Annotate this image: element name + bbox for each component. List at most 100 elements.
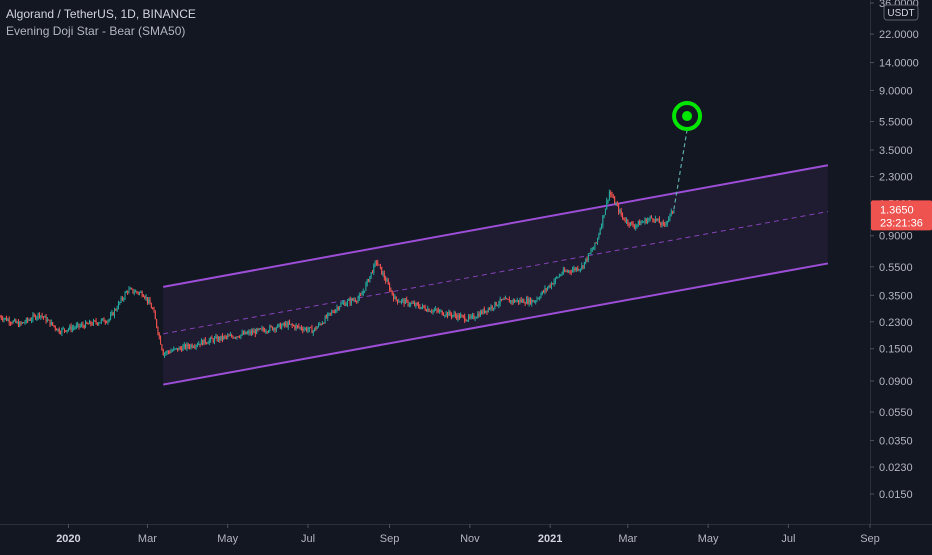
candle-body[interactable] <box>214 337 216 342</box>
candle-body[interactable] <box>316 326 318 330</box>
candle-body[interactable] <box>456 315 458 319</box>
candle-body[interactable] <box>547 287 549 290</box>
candle-body[interactable] <box>150 304 152 309</box>
candle-body[interactable] <box>73 327 75 329</box>
candle-body[interactable] <box>194 346 196 348</box>
candle-body[interactable] <box>20 322 22 324</box>
candle-body[interactable] <box>636 224 638 226</box>
candle-body[interactable] <box>439 310 441 312</box>
candle-body[interactable] <box>644 219 646 222</box>
candle-body[interactable] <box>589 253 591 255</box>
candle-body[interactable] <box>673 211 675 213</box>
candle-body[interactable] <box>377 262 379 265</box>
candle-body[interactable] <box>211 337 213 339</box>
candle-body[interactable] <box>500 298 502 300</box>
candle-body[interactable] <box>493 307 495 309</box>
candle-body[interactable] <box>354 300 356 302</box>
candle-body[interactable] <box>445 312 447 316</box>
candle-body[interactable] <box>290 324 292 326</box>
candle-body[interactable] <box>152 308 154 310</box>
candle-body[interactable] <box>33 314 35 316</box>
candle-body[interactable] <box>71 327 73 331</box>
candle-body[interactable] <box>635 225 637 228</box>
candle-body[interactable] <box>85 322 87 328</box>
candle-body[interactable] <box>102 318 104 320</box>
candle-body[interactable] <box>558 275 560 278</box>
candle-body[interactable] <box>368 279 370 282</box>
candle-body[interactable] <box>110 314 112 320</box>
candle-body[interactable] <box>491 306 493 309</box>
candle-body[interactable] <box>233 337 235 339</box>
candle-body[interactable] <box>331 311 333 313</box>
candle-body[interactable] <box>515 301 517 303</box>
candle-body[interactable] <box>337 307 339 310</box>
candle-body[interactable] <box>133 292 135 294</box>
candle-body[interactable] <box>6 317 8 321</box>
candle-body[interactable] <box>356 301 358 303</box>
candle-body[interactable] <box>604 208 606 215</box>
candle-body[interactable] <box>78 323 80 327</box>
candle-body[interactable] <box>415 303 417 306</box>
candle-body[interactable] <box>145 297 147 299</box>
candle-body[interactable] <box>335 309 337 313</box>
candle-body[interactable] <box>652 218 654 220</box>
candle-body[interactable] <box>181 348 183 351</box>
candle-body[interactable] <box>171 350 173 352</box>
candle-body[interactable] <box>35 315 37 319</box>
candle-body[interactable] <box>242 332 244 335</box>
candle-body[interactable] <box>286 323 288 327</box>
candle-body[interactable] <box>92 320 94 325</box>
candle-body[interactable] <box>16 321 18 323</box>
candle-body[interactable] <box>504 298 506 300</box>
candle-body[interactable] <box>40 315 42 317</box>
candle-body[interactable] <box>312 330 314 334</box>
candle-body[interactable] <box>253 330 255 333</box>
candle-body[interactable] <box>548 285 550 288</box>
target-dot[interactable] <box>682 111 693 122</box>
candle-body[interactable] <box>270 326 272 328</box>
candle-body[interactable] <box>271 326 273 331</box>
candle-body[interactable] <box>144 296 146 299</box>
candle-body[interactable] <box>662 222 664 224</box>
candle-body[interactable] <box>383 273 385 279</box>
candle-body[interactable] <box>506 298 508 300</box>
candle-body[interactable] <box>518 299 520 303</box>
candle-body[interactable] <box>486 310 488 312</box>
candle-body[interactable] <box>120 297 122 303</box>
candle-body[interactable] <box>135 291 137 293</box>
channel-upper-line[interactable] <box>163 164 829 288</box>
candle-body[interactable] <box>611 194 613 198</box>
candle-body[interactable] <box>170 351 172 353</box>
candle-body[interactable] <box>562 269 564 274</box>
candle-body[interactable] <box>464 316 466 321</box>
candle-body[interactable] <box>572 269 574 273</box>
candle-body[interactable] <box>131 288 133 290</box>
candle-body[interactable] <box>594 242 596 248</box>
candle-body[interactable] <box>31 319 33 321</box>
candle-body[interactable] <box>57 328 59 331</box>
candle-body[interactable] <box>87 323 89 325</box>
candle-body[interactable] <box>391 290 393 295</box>
candle-body[interactable] <box>507 299 509 301</box>
candle-body[interactable] <box>164 353 166 356</box>
candle-body[interactable] <box>17 321 19 327</box>
candle-body[interactable] <box>4 317 6 319</box>
candle-body[interactable] <box>302 329 304 331</box>
candle-body[interactable] <box>610 192 612 195</box>
candle-body[interactable] <box>264 330 266 332</box>
candle-body[interactable] <box>13 319 15 321</box>
candle-body[interactable] <box>665 223 667 225</box>
candle-body[interactable] <box>583 261 585 268</box>
candle-body[interactable] <box>86 322 88 324</box>
candle-body[interactable] <box>458 314 460 319</box>
candle-body[interactable] <box>550 283 552 287</box>
candle-body[interactable] <box>453 313 455 316</box>
candle-body[interactable] <box>237 336 239 338</box>
candle-body[interactable] <box>332 311 334 313</box>
candle-body[interactable] <box>396 299 398 303</box>
candle-body[interactable] <box>481 311 483 314</box>
candle-body[interactable] <box>345 303 347 306</box>
candle-body[interactable] <box>411 303 413 305</box>
candle-body[interactable] <box>42 316 44 318</box>
candle-body[interactable] <box>614 197 616 204</box>
